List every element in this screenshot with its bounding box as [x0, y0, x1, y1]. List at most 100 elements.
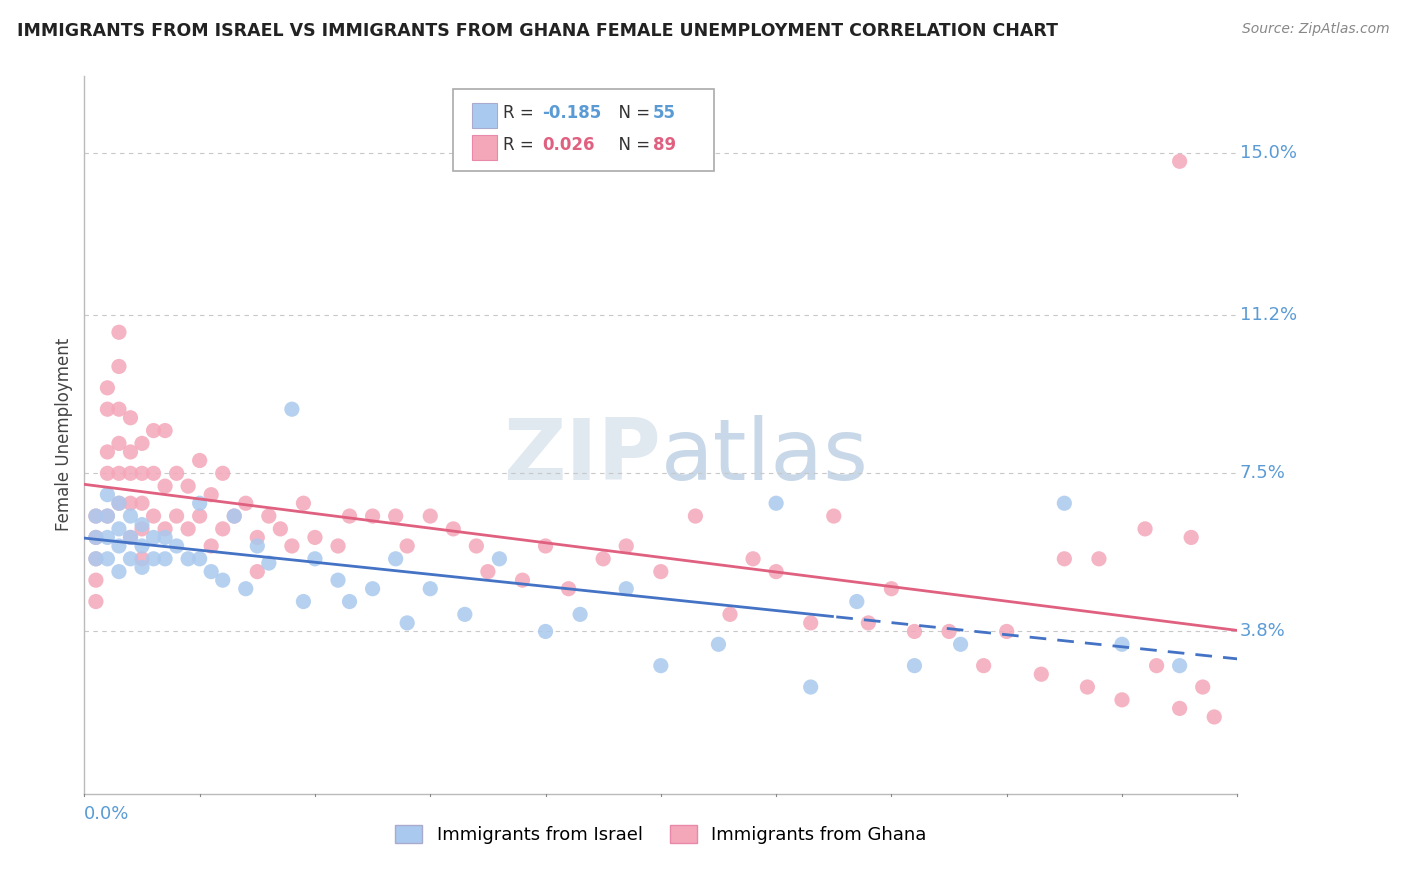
Point: [765, 565, 787, 579]
Y-axis label: Female Unemployment: Female Unemployment: [55, 338, 73, 532]
Point: [96, 467, 118, 481]
Point: [120, 410, 142, 425]
Point: [1088, 551, 1111, 566]
Point: [845, 594, 868, 608]
Point: [177, 522, 200, 536]
Point: [142, 424, 165, 438]
Point: [84, 509, 107, 524]
Point: [326, 573, 349, 587]
Text: N =: N =: [609, 136, 655, 154]
Point: [131, 539, 153, 553]
Point: [384, 509, 406, 524]
Point: [304, 530, 326, 544]
Point: [188, 509, 211, 524]
Point: [84, 551, 107, 566]
Point: [153, 479, 176, 493]
Text: R =: R =: [503, 136, 538, 154]
Point: [938, 624, 960, 639]
Point: [1031, 667, 1053, 681]
Point: [339, 594, 361, 608]
Point: [131, 496, 153, 510]
Point: [1180, 530, 1202, 544]
Point: [707, 637, 730, 651]
Point: [200, 488, 222, 502]
Point: [153, 424, 176, 438]
Point: [96, 551, 118, 566]
Point: [120, 496, 142, 510]
Point: [465, 539, 488, 553]
Point: [304, 551, 326, 566]
Point: [200, 539, 222, 553]
Text: 0.026: 0.026: [543, 136, 595, 154]
Legend: Immigrants from Israel, Immigrants from Ghana: Immigrants from Israel, Immigrants from …: [387, 815, 935, 853]
Text: 7.5%: 7.5%: [1240, 465, 1285, 483]
Point: [903, 658, 925, 673]
Point: [454, 607, 477, 622]
Point: [200, 565, 222, 579]
Point: [949, 637, 972, 651]
Point: [211, 522, 233, 536]
Point: [84, 509, 107, 524]
Point: [1168, 658, 1191, 673]
Point: [188, 551, 211, 566]
Point: [534, 539, 557, 553]
Point: [614, 582, 637, 596]
Point: [131, 522, 153, 536]
Point: [292, 594, 315, 608]
Point: [84, 594, 107, 608]
Point: [326, 539, 349, 553]
Point: [131, 436, 153, 450]
Point: [685, 509, 707, 524]
Point: [292, 496, 315, 510]
Point: [120, 445, 142, 459]
Point: [108, 326, 131, 340]
Point: [396, 539, 419, 553]
Point: [269, 522, 291, 536]
Point: [1168, 701, 1191, 715]
Point: [96, 509, 118, 524]
Point: [108, 359, 131, 374]
Point: [1053, 551, 1076, 566]
Point: [108, 522, 131, 536]
Point: [477, 565, 499, 579]
Point: [650, 565, 672, 579]
Text: ZIP: ZIP: [503, 415, 661, 498]
Point: [96, 509, 118, 524]
Point: [257, 509, 280, 524]
Point: [1191, 680, 1213, 694]
Point: [84, 530, 107, 544]
Point: [800, 615, 823, 630]
Point: [120, 467, 142, 481]
Text: 15.0%: 15.0%: [1240, 144, 1296, 161]
Point: [177, 551, 200, 566]
Point: [166, 539, 188, 553]
Point: [858, 615, 880, 630]
Point: [108, 402, 131, 417]
Point: [419, 582, 441, 596]
Point: [512, 573, 534, 587]
Point: [96, 488, 118, 502]
Text: -0.185: -0.185: [543, 104, 602, 122]
Point: [534, 624, 557, 639]
Point: [246, 539, 269, 553]
Point: [339, 509, 361, 524]
Point: [108, 496, 131, 510]
Point: [166, 467, 188, 481]
Point: [108, 565, 131, 579]
Point: [96, 530, 118, 544]
Point: [120, 530, 142, 544]
Text: N =: N =: [609, 104, 655, 122]
Point: [131, 551, 153, 566]
Text: 0.0%: 0.0%: [84, 805, 129, 822]
Point: [246, 530, 269, 544]
Point: [396, 615, 419, 630]
Point: [1146, 658, 1168, 673]
Text: 3.8%: 3.8%: [1240, 623, 1285, 640]
Point: [384, 551, 406, 566]
Point: [1168, 154, 1191, 169]
Point: [131, 560, 153, 574]
Point: [108, 496, 131, 510]
Point: [224, 509, 246, 524]
Point: [281, 539, 304, 553]
Point: [441, 522, 464, 536]
